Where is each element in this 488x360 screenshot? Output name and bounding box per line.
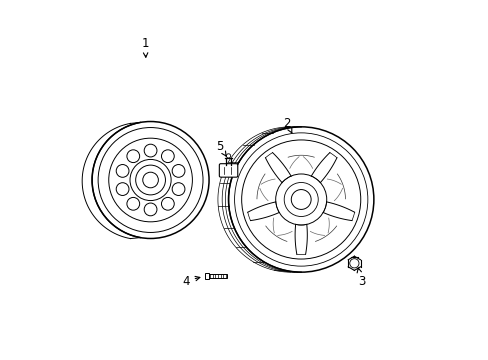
Text: 5: 5 [216,140,226,156]
Text: 2: 2 [283,117,291,133]
Text: 4: 4 [182,275,200,288]
Bar [205,273,209,279]
FancyBboxPatch shape [219,164,237,177]
Text: 3: 3 [356,268,365,288]
Text: 1: 1 [141,37,149,57]
Bar [207,274,226,278]
